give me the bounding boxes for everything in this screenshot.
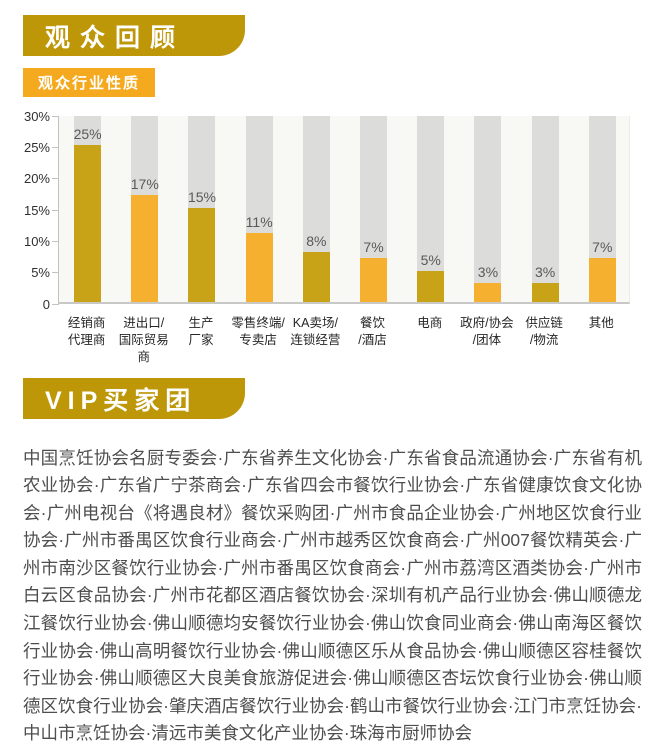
y-axis-tick (52, 272, 59, 273)
bar-value-label: 3% (517, 265, 574, 279)
category-label-line: 代理商 (58, 332, 115, 349)
bar-value-label: 15% (173, 190, 230, 204)
bar-value-label: 25% (59, 127, 116, 141)
bar-column: 5% (402, 116, 459, 302)
y-axis-tick-label: 30% (0, 110, 50, 123)
bar-value-label: 5% (402, 253, 459, 267)
bar-value-label: 17% (116, 177, 173, 191)
bar (188, 208, 215, 302)
category-label: KA卖场/连锁经营 (287, 315, 344, 366)
audience-industry-bar-chart: 30%25%20%15%10%5%0 25%17%15%11%8%7%5%3%3… (0, 105, 664, 355)
y-axis-tick (52, 210, 59, 211)
section-title-audience-review: 观众回顾 (23, 15, 245, 56)
bar-value-label: 11% (231, 215, 288, 229)
bar-value-label: 8% (288, 234, 345, 248)
bar-column: 7% (574, 116, 631, 302)
vip-title-text: VIP买家团 (45, 381, 196, 417)
category-label: 生产厂家 (172, 315, 229, 366)
y-axis-tick-label: 25% (0, 141, 50, 154)
bar-value-label: 7% (574, 240, 631, 254)
chart-plot-area: 25%17%15%11%8%7%5%3%3%7% (58, 116, 630, 304)
bar-value-label: 3% (459, 265, 516, 279)
category-label-line: 其他 (573, 315, 630, 332)
y-axis-tick-label: 20% (0, 172, 50, 185)
category-label-line: 供应链 (516, 315, 573, 332)
category-label-line: 电商 (401, 315, 458, 332)
category-label-line: 国际贸易商 (115, 332, 172, 366)
bar (474, 283, 501, 302)
category-label-line: /物流 (516, 332, 573, 349)
chart-subtitle-badge: 观众行业性质 (23, 68, 155, 97)
y-axis-tick-label: 5% (0, 266, 50, 279)
category-label-line: 进出口/ (115, 315, 172, 332)
category-label: 政府/协会/团体 (458, 315, 515, 366)
y-axis-tick (52, 147, 59, 148)
category-label: 餐饮/酒店 (344, 315, 401, 366)
category-label-line: 生产 (172, 315, 229, 332)
category-label-line: 经销商 (58, 315, 115, 332)
bar-column: 15% (173, 116, 230, 302)
y-axis-tick (52, 241, 59, 242)
category-label-line: 餐饮 (344, 315, 401, 332)
bar-column: 11% (231, 116, 288, 302)
bar-column: 8% (288, 116, 345, 302)
bar-column: 7% (345, 116, 402, 302)
category-label-line: 专卖店 (230, 332, 287, 349)
category-label-line: KA卖场/ (287, 315, 344, 332)
chart-subtitle-text: 观众行业性质 (38, 72, 140, 93)
category-label: 进出口/国际贸易商 (115, 315, 172, 366)
bar-column: 17% (116, 116, 173, 302)
category-label-line: /酒店 (344, 332, 401, 349)
category-label-line: 厂家 (172, 332, 229, 349)
bar-series: 25%17%15%11%8%7%5%3%3%7% (59, 116, 629, 302)
category-label: 零售终端/专卖店 (230, 315, 287, 366)
bar (589, 258, 616, 302)
category-label: 其他 (573, 315, 630, 366)
category-label: 电商 (401, 315, 458, 366)
category-label-line: /团体 (458, 332, 515, 349)
y-axis-tick-label: 0 (0, 298, 50, 311)
vip-associations-paragraph: 中国烹饪协会名厨专委会·广东省养生文化协会·广东省食品流通协会·广东省有机农业协… (23, 445, 642, 748)
bar (74, 145, 101, 302)
bar (131, 195, 158, 302)
bar (532, 283, 559, 302)
bar (246, 233, 273, 302)
y-axis-tick-label: 15% (0, 204, 50, 217)
category-label: 经销商代理商 (58, 315, 115, 366)
category-label-line: 政府/协会 (458, 315, 515, 332)
bar (417, 271, 444, 302)
section-title-text: 观众回顾 (45, 18, 185, 54)
category-label-line: 连锁经营 (287, 332, 344, 349)
category-label: 供应链/物流 (516, 315, 573, 366)
y-axis-tick (52, 178, 59, 179)
bar (303, 252, 330, 302)
bar-column: 25% (59, 116, 116, 302)
section-title-vip-buyers: VIP买家团 (23, 378, 245, 419)
category-label-line: 零售终端/ (230, 315, 287, 332)
bar-value-label: 7% (345, 240, 402, 254)
bar-column: 3% (517, 116, 574, 302)
y-axis-tick-label: 10% (0, 235, 50, 248)
y-axis-tick (52, 116, 59, 117)
y-axis-tick (52, 304, 59, 305)
bar (360, 258, 387, 302)
bar-column: 3% (459, 116, 516, 302)
